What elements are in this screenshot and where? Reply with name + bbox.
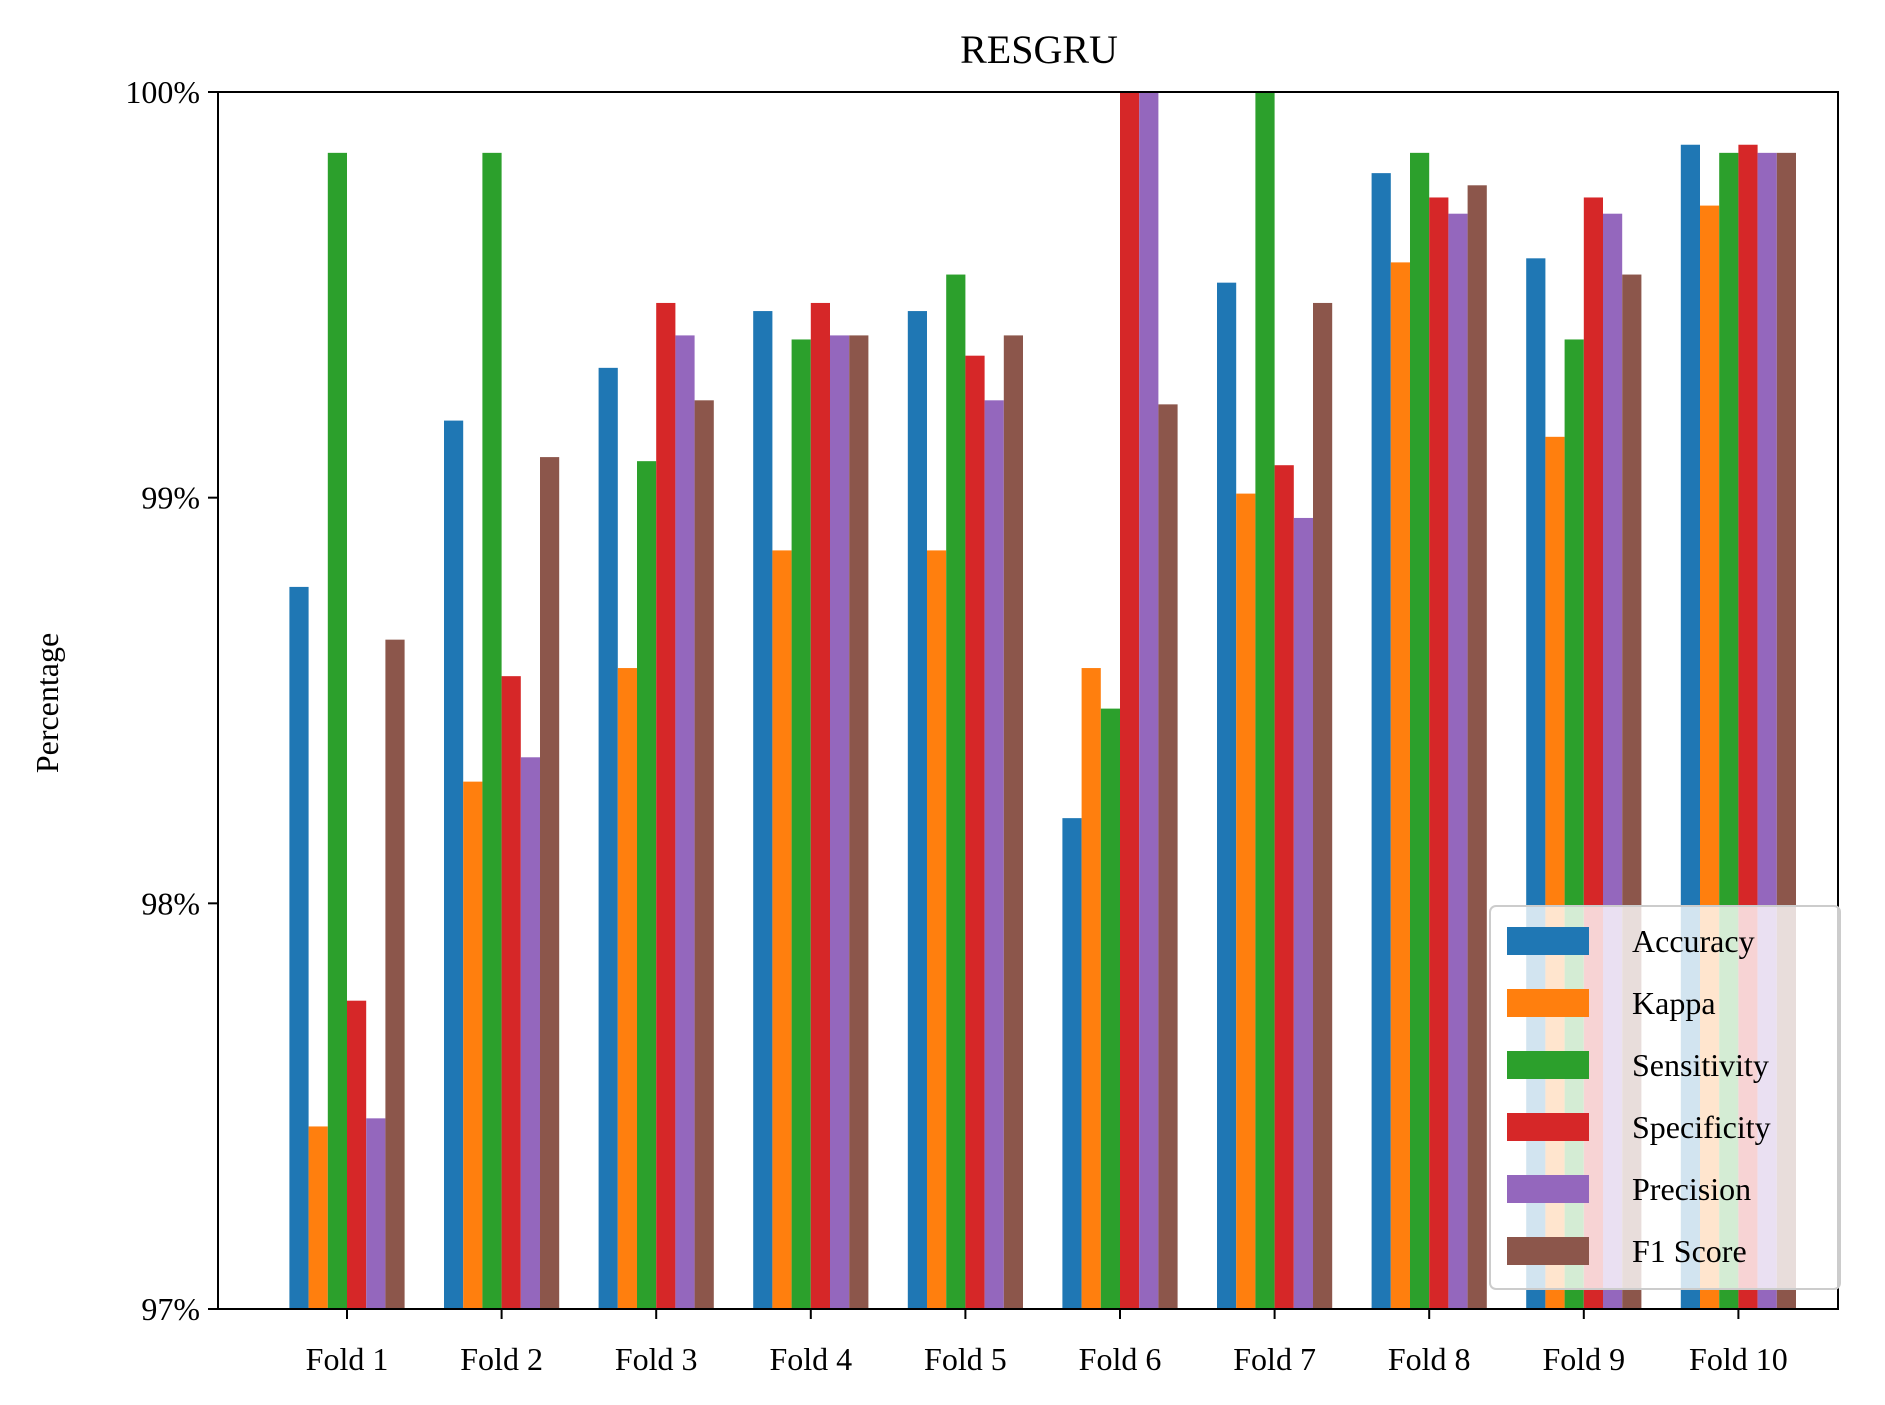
- bar-f1-score-fold-6: [1158, 404, 1178, 1309]
- legend-swatch-precision: [1507, 1175, 1589, 1203]
- bar-specificity-fold-2: [501, 676, 521, 1309]
- bar-sensitivity-fold-8: [1410, 152, 1430, 1310]
- bar-accuracy-fold-5: [907, 311, 927, 1309]
- x-tick-label: Fold 5: [924, 1341, 1007, 1377]
- legend-label: Sensitivity: [1632, 1047, 1769, 1083]
- x-tick-label: Fold 1: [306, 1341, 389, 1377]
- x-tick-label: Fold 6: [1079, 1341, 1162, 1377]
- bars-layer: [289, 92, 1796, 1310]
- y-tick-label: 100%: [125, 74, 200, 110]
- bar-kappa-fold-5: [927, 550, 947, 1309]
- bar-kappa-fold-7: [1236, 493, 1256, 1309]
- bar-accuracy-fold-2: [444, 420, 464, 1310]
- x-tick-label: Fold 10: [1689, 1341, 1788, 1377]
- bar-kappa-fold-6: [1081, 668, 1101, 1309]
- bar-kappa-fold-4: [772, 550, 792, 1309]
- bar-precision-fold-4: [830, 335, 850, 1309]
- bar-precision-fold-3: [675, 335, 695, 1309]
- bar-f1-score-fold-7: [1313, 302, 1333, 1309]
- bar-specificity-fold-8: [1429, 197, 1449, 1310]
- x-axis: Fold 1 Fold 2 Fold 3 Fold 4 Fold 5 Fold 6 Fold…: [306, 1309, 1788, 1377]
- bar-specificity-fold-7: [1274, 465, 1294, 1310]
- legend-swatch-kappa: [1507, 989, 1589, 1017]
- bar-f1-score-fold-8: [1467, 185, 1487, 1309]
- bar-sensitivity-fold-5: [946, 274, 966, 1309]
- x-tick-label: Fold 9: [1542, 1341, 1625, 1377]
- x-tick-label: Fold 4: [769, 1341, 852, 1377]
- bar-precision-fold-5: [984, 400, 1004, 1309]
- bar-sensitivity-fold-3: [637, 461, 657, 1309]
- legend-swatch-accuracy: [1507, 927, 1589, 955]
- x-tick-label: Fold 7: [1233, 1341, 1316, 1377]
- bar-specificity-fold-3: [656, 302, 676, 1309]
- y-tick-label: 98%: [141, 885, 200, 921]
- y-tick-label: 99%: [141, 480, 200, 516]
- x-tick-label: Fold 3: [615, 1341, 698, 1377]
- bar-accuracy-fold-1: [289, 586, 309, 1309]
- legend-label: Accuracy: [1632, 923, 1755, 959]
- bar-kappa-fold-1: [308, 1126, 328, 1309]
- bar-precision-fold-2: [520, 757, 540, 1309]
- bar-sensitivity-fold-1: [327, 152, 347, 1310]
- legend-swatch-specificity: [1507, 1113, 1589, 1141]
- bar-f1-score-fold-4: [849, 335, 869, 1309]
- bar-accuracy-fold-4: [753, 311, 773, 1309]
- bar-f1-score-fold-3: [694, 400, 714, 1309]
- x-tick-label: Fold 8: [1388, 1341, 1471, 1377]
- bar-accuracy-fold-7: [1217, 282, 1237, 1309]
- y-axis-label: Percentage: [29, 633, 65, 773]
- legend-label: Specificity: [1632, 1109, 1771, 1145]
- bar-f1-score-fold-5: [1003, 335, 1023, 1309]
- bar-precision-fold-7: [1293, 517, 1313, 1309]
- bar-accuracy-fold-8: [1371, 173, 1391, 1309]
- bar-sensitivity-fold-2: [482, 152, 502, 1310]
- legend-label: F1 Score: [1632, 1233, 1747, 1269]
- bar-specificity-fold-1: [347, 1000, 367, 1309]
- bar-accuracy-fold-3: [598, 367, 618, 1310]
- plot-frame: [217, 91, 1839, 1310]
- bar-kappa-fold-8: [1390, 262, 1410, 1309]
- bar-kappa-fold-3: [617, 668, 637, 1309]
- bar-specificity-fold-5: [965, 355, 985, 1309]
- legend-swatch-sensitivity: [1507, 1051, 1589, 1079]
- chart-title: RESGRU: [960, 27, 1118, 72]
- legend: Accuracy Kappa Sensitivity Specificity Preci…: [1489, 905, 1841, 1290]
- bar-sensitivity-fold-6: [1100, 708, 1120, 1309]
- bar-sensitivity-fold-7: [1255, 92, 1275, 1309]
- bar-precision-fold-1: [366, 1118, 386, 1309]
- bar-specificity-fold-6: [1120, 92, 1140, 1309]
- bar-sensitivity-fold-4: [791, 339, 811, 1310]
- bar-precision-fold-6: [1139, 92, 1159, 1309]
- bar-f1-score-fold-1: [385, 639, 405, 1309]
- y-axis: 97% 98% 99% 100%: [125, 74, 218, 1327]
- legend-label: Precision: [1632, 1171, 1751, 1207]
- bar-kappa-fold-2: [463, 781, 483, 1309]
- bar-f1-score-fold-2: [540, 457, 560, 1310]
- x-tick-label: Fold 2: [460, 1341, 543, 1377]
- bar-specificity-fold-4: [810, 302, 830, 1309]
- bar-accuracy-fold-6: [1062, 818, 1082, 1309]
- legend-swatch-f1-score: [1507, 1237, 1589, 1265]
- bar-precision-fold-8: [1448, 213, 1468, 1310]
- legend-box: [1489, 905, 1841, 1290]
- y-tick-label: 97%: [141, 1291, 200, 1327]
- legend-label: Kappa: [1632, 985, 1716, 1021]
